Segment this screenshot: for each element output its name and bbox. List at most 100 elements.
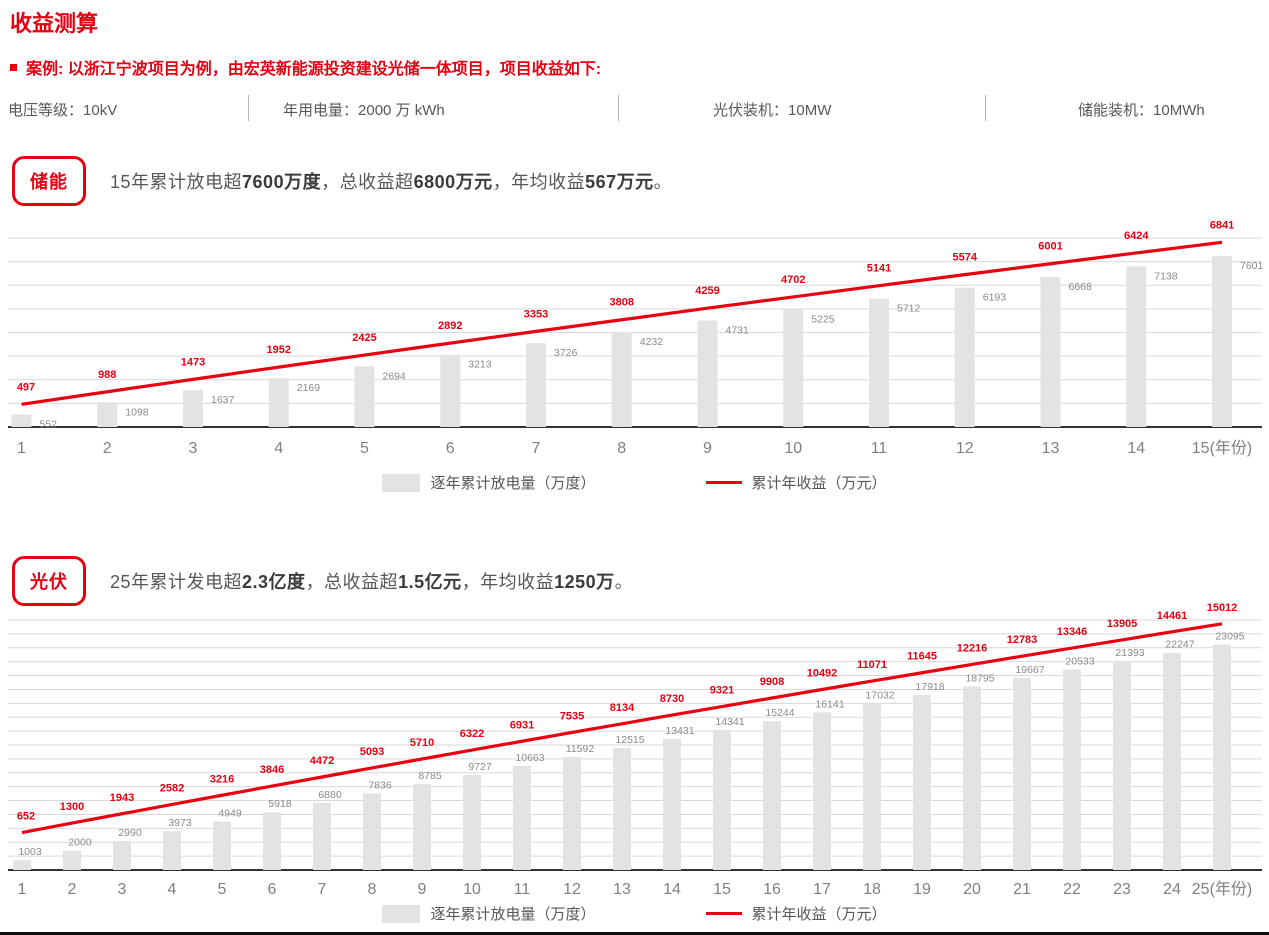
bar-value-label: 2990 (118, 827, 142, 839)
line-value-label: 4472 (310, 755, 334, 767)
x-tick-label: 19 (913, 881, 931, 898)
line-value-label: 988 (98, 369, 116, 381)
bar-value-label: 13431 (665, 725, 694, 737)
bar (813, 712, 831, 870)
bar (1113, 661, 1131, 870)
line-value-label: 3353 (524, 308, 548, 320)
bar-value-label: 1098 (125, 406, 149, 418)
bar-value-label: 7836 (368, 779, 392, 791)
project-params: 电压等级：10kV 年用电量：2000 万 kWh 光伏装机：10MW 储能装机… (0, 92, 1269, 126)
line-value-label: 8730 (660, 693, 684, 705)
bar-value-label: 2000 (68, 836, 92, 848)
bar (413, 784, 431, 870)
storage-section-header: 储能 15年累计放电超7600万度，总收益超6800万元，年均收益567万元。 (12, 156, 672, 206)
x-tick-label: 8 (368, 881, 377, 898)
case-text: 案例: 以浙江宁波项目为例，由宏英新能源投资建设光储一体项目，项目收益如下: (26, 61, 602, 78)
bar (63, 850, 81, 870)
line-value-label: 2582 (160, 782, 184, 794)
x-tick-label: 21 (1013, 881, 1031, 898)
revenue-line (21, 622, 1223, 835)
line-value-label: 10492 (807, 668, 838, 680)
x-tick-label: 7 (318, 881, 327, 898)
x-tick-label: 24 (1163, 881, 1181, 898)
param-annual-consumption: 年用电量：2000 万 kWh (283, 102, 445, 119)
bar-value-label: 6880 (318, 789, 342, 801)
param-pv-capacity: 光伏装机：10MW (713, 102, 832, 119)
x-tick-label: 11 (871, 440, 888, 457)
storage-badge: 储能 (12, 156, 86, 206)
line-value-label: 5141 (867, 263, 891, 275)
line-value-labels: 497 988 1473 1952 2425 2892 3353 3808 4259 4702 51… (17, 219, 1234, 393)
bar (440, 354, 461, 427)
line-value-label: 6931 (510, 719, 534, 731)
x-tick-label: 14 (1127, 440, 1145, 457)
bar-value-label: 12515 (615, 734, 644, 746)
bar-value-label: 2169 (297, 382, 321, 394)
x-tick-label: 4 (168, 881, 177, 898)
line-value-label: 1473 (181, 356, 205, 368)
bar (783, 309, 804, 427)
bar (113, 840, 131, 870)
bar (313, 802, 331, 870)
bar-value-label: 9727 (468, 761, 492, 773)
x-tick-label: 6 (268, 881, 277, 898)
line-value-label: 6841 (1210, 219, 1234, 231)
divider (618, 95, 619, 121)
param-voltage: 电压等级：10kV (8, 102, 118, 119)
x-tick-label: 23 (1113, 881, 1131, 898)
line-value-label: 6001 (1038, 241, 1062, 253)
line-value-label: 15012 (1207, 602, 1238, 614)
legend-label: 累计年收益（万元） (751, 906, 887, 923)
bar-value-label: 5712 (897, 302, 921, 314)
line-value-label: 3846 (260, 764, 284, 776)
x-tick-label: 18 (863, 881, 881, 898)
line-value-label: 7535 (560, 710, 584, 722)
bar (11, 414, 32, 427)
storage-chart: 5521098163721692694321337264232473152255… (8, 219, 1264, 457)
x-tick-label: 17 (813, 881, 831, 898)
bar-value-label: 18795 (965, 672, 994, 684)
bar-value-label: 11592 (566, 743, 595, 755)
line-value-label: 2892 (438, 320, 462, 332)
bar-value-label: 3726 (554, 347, 578, 359)
x-tick-labels: 1 2 3 4 5 6 7 8 9 10 11 12 13 14 15 16 17 18 19 20 21 22 23 24 2… (18, 880, 1253, 898)
bar-value-label: 3213 (468, 359, 492, 371)
x-tick-label: 4 (274, 440, 283, 457)
line-value-label: 2425 (352, 332, 376, 344)
x-tick-label: 10 (463, 881, 481, 898)
bar-value-label: 17918 (915, 681, 944, 693)
legend-label: 逐年累计放电量（万度） (430, 906, 596, 923)
line-value-label: 11645 (907, 651, 937, 663)
bar (713, 729, 731, 870)
x-tick-label: 14 (663, 881, 681, 898)
param-storage-capacity: 储能装机：10MWh (1078, 102, 1205, 119)
bar (1040, 276, 1061, 427)
x-tick-label: 15 (713, 881, 731, 898)
line-value-label: 12783 (1007, 634, 1038, 646)
bar (1126, 266, 1147, 427)
bar-value-label: 21393 (1115, 647, 1144, 659)
bar (697, 320, 718, 427)
bar (1163, 652, 1181, 870)
x-tick-label: 16 (763, 881, 781, 898)
x-tick-label: 3 (189, 440, 198, 457)
bar (97, 402, 118, 427)
bullet-square-icon (10, 63, 17, 71)
pv-section-header: 光伏 25年累计发电超2.3亿度，总收益超1.5亿元，年均收益1250万。 (12, 556, 633, 606)
divider (985, 95, 986, 121)
bar-value-label: 23095 (1215, 630, 1244, 642)
bar-swatch-icon (382, 904, 421, 923)
x-tick-label: 13 (613, 881, 631, 898)
bar (268, 378, 289, 427)
line-value-label: 6424 (1124, 230, 1149, 242)
bar-value-label: 8785 (418, 770, 442, 782)
line-value-label: 5093 (360, 746, 384, 758)
line-value-label: 5710 (410, 737, 434, 749)
line-value-label: 9908 (760, 676, 784, 688)
bar (913, 695, 931, 870)
bar-value-label: 5918 (268, 798, 292, 810)
x-tick-label: 2 (68, 881, 77, 898)
line-value-label: 1952 (267, 344, 291, 356)
bar-value-labels: 552 1098 1637 2169 2694 3213 3726 4232 4731 5225 5… (40, 260, 1264, 431)
bar-value-label: 4731 (726, 325, 750, 337)
